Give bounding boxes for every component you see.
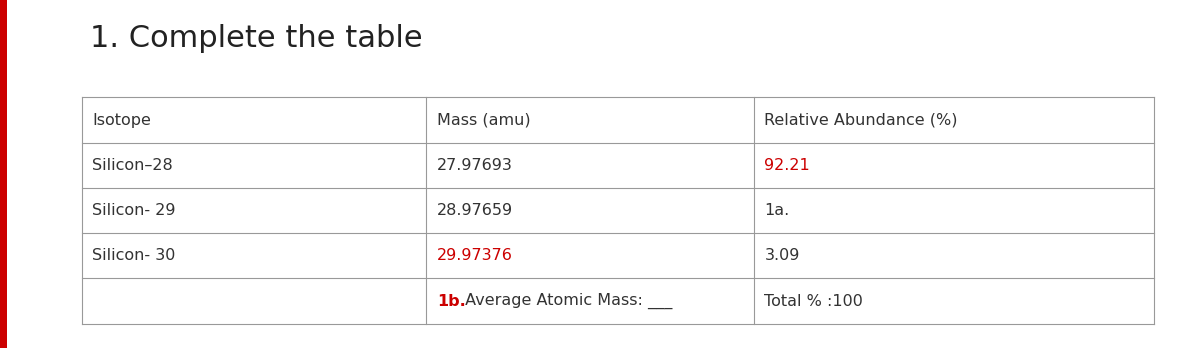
Text: Silicon- 30: Silicon- 30 [92,248,175,263]
Text: 1a.: 1a. [764,203,790,218]
Text: 27.97693: 27.97693 [437,158,512,173]
Text: 92.21: 92.21 [764,158,810,173]
Text: Average Atomic Mass: ___: Average Atomic Mass: ___ [460,293,672,309]
Text: 1b.: 1b. [437,293,466,309]
Text: Isotope: Isotope [92,112,151,128]
Text: Silicon–28: Silicon–28 [92,158,173,173]
Text: Total % :100: Total % :100 [764,293,863,309]
Text: Relative Abundance (%): Relative Abundance (%) [764,112,958,128]
Text: Silicon- 29: Silicon- 29 [92,203,176,218]
Text: 3.09: 3.09 [764,248,799,263]
Text: 29.97376: 29.97376 [437,248,512,263]
Text: Mass (amu): Mass (amu) [437,112,530,128]
Text: 1. Complete the table: 1. Complete the table [90,24,422,53]
Text: 28.97659: 28.97659 [437,203,512,218]
